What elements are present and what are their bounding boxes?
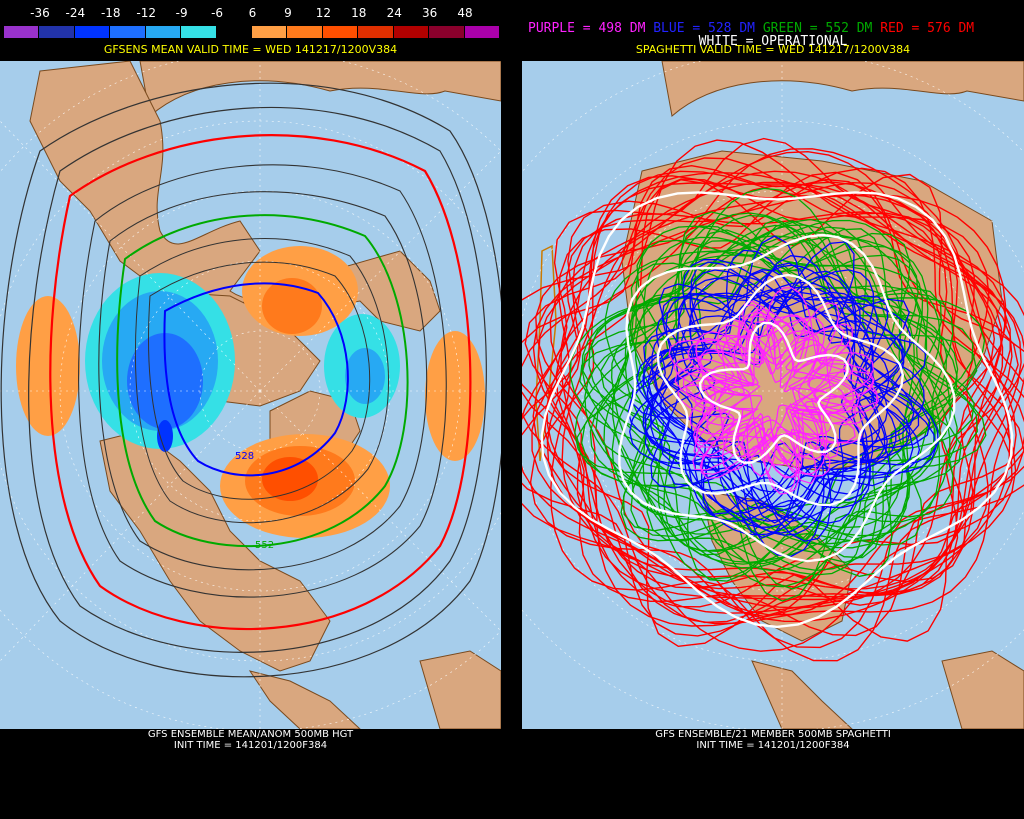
legend-value: 24 (386, 6, 402, 20)
legend-value: 36 (422, 6, 438, 20)
spaghetti-member-line (604, 219, 941, 535)
land-north-america (99, 430, 331, 672)
spaghetti-member-line (611, 225, 951, 559)
spaghetti-member-line (595, 232, 978, 553)
legend-blue: BLUE = 528 DM (653, 21, 755, 36)
operational-line (618, 233, 956, 563)
spaghetti-member-line (550, 171, 1017, 662)
spaghetti-member-line (574, 214, 959, 588)
operational-line (698, 321, 849, 465)
mean-valid-time: GFSENS MEAN VALID TIME = WED 141217/1200… (103, 43, 398, 56)
spaghetti-member-line (627, 277, 880, 515)
spaghetti-legend: PURPLE = 498 DM BLUE = 528 DM GREEN = 55… (528, 22, 974, 36)
spaghetti-member-line (529, 167, 1024, 649)
legend-swatch (4, 26, 39, 38)
spaghetti-contours (522, 137, 1024, 662)
spaghetti-member-line (560, 193, 1011, 614)
spaghetti-member-line (644, 281, 889, 508)
spaghetti-member-line (549, 150, 1024, 590)
legend-value: 6 (248, 6, 257, 20)
legend-swatch (216, 26, 251, 38)
spaghetti-member-line (687, 287, 880, 466)
legend-value: 9 (284, 6, 292, 20)
land-south-america (419, 650, 501, 729)
legend-value: -24 (65, 6, 86, 20)
legend-value: 48 (457, 6, 473, 20)
legend-value: -12 (136, 6, 156, 20)
spaghetti-member-line (531, 182, 1011, 598)
legend-swatch (39, 26, 74, 38)
spaghetti-valid-time: SPAGHETTI VALID TIME = WED 141217/1200V3… (635, 43, 911, 56)
legend-value: -6 (211, 6, 224, 20)
spaghetti-member-line (636, 291, 921, 536)
legend-swatch (110, 26, 145, 38)
legend-swatch (322, 26, 358, 38)
legend-swatch (287, 26, 322, 38)
spaghetti-member-line (532, 192, 1017, 627)
mean-footer-title: GFS ENSEMBLE MEAN/ANOM 500MB HGT (147, 729, 354, 740)
land-north-america-top (29, 61, 441, 332)
legend-swatch (464, 26, 499, 38)
legend-swatch (74, 26, 110, 38)
spaghetti-member-line (569, 187, 958, 565)
spaghetti-member-line (600, 229, 987, 577)
spaghetti-member-line (522, 157, 990, 624)
legend-swatch (252, 26, 287, 38)
legend-white: WHITE = OPERATIONAL (698, 34, 848, 49)
spaghetti-member-line (603, 224, 948, 572)
mean-anomaly-map: 528 552 (0, 61, 501, 729)
legend-value: -36 (30, 6, 50, 20)
contour-label-552: 552 (255, 540, 274, 551)
contour-label-528: 528 (235, 451, 254, 462)
spaghetti-member-line (693, 314, 855, 478)
spaghetti-member-line (650, 270, 875, 539)
land-eurasia-top (139, 61, 501, 117)
operational-line (656, 273, 905, 507)
legend-swatch (145, 26, 181, 38)
legend-purple: PURPLE = 498 DM (528, 21, 646, 36)
spaghetti-member-line (579, 250, 962, 576)
anomaly-color-legend: -36 -24 -18 -12 -9 -6 6 9 12 18 24 36 48 (4, 6, 500, 38)
spaghetti-footer: GFS ENSEMBLE/21 MEMBER 500MB SPAGHETTI I… (522, 729, 1024, 751)
spaghetti-panel: PURPLE = 498 DM BLUE = 528 DM GREEN = 55… (522, 0, 1024, 819)
spaghetti-member-line (522, 178, 1019, 637)
height-contours (0, 82, 501, 678)
land-masses (29, 61, 501, 729)
spaghetti-member-line (582, 211, 975, 564)
legend-swatch (393, 26, 429, 38)
spaghetti-footer-title: GFS ENSEMBLE/21 MEMBER 500MB SPAGHETTI (655, 729, 891, 740)
legend-swatch (358, 26, 393, 38)
legend-red: RED = 576 DM (880, 21, 975, 36)
legend-value: -18 (100, 6, 121, 20)
mean-footer-init: INIT TIME = 141201/1200F384 (173, 740, 328, 751)
legend-swatch (181, 26, 216, 38)
mean-anomaly-panel: -36 -24 -18 -12 -9 -6 6 9 12 18 24 36 48 GFSENS MEAN… (0, 0, 501, 819)
anomaly-fills (16, 246, 485, 538)
spaghetti-member-line (642, 289, 897, 528)
legend-value: 18 (351, 6, 367, 20)
spaghetti-member-line (589, 254, 936, 563)
spaghetti-footer-init: INIT TIME = 141201/1200F384 (696, 740, 850, 751)
spaghetti-member-line (646, 294, 889, 522)
operational-line (540, 191, 1014, 629)
spaghetti-member-line (581, 212, 986, 572)
legend-value: -9 (175, 6, 188, 20)
legend-value: 12 (315, 6, 331, 20)
land-central-america (248, 670, 361, 729)
spaghetti-map (522, 61, 1024, 729)
spaghetti-member-line (631, 220, 954, 590)
legend-green: GREEN = 552 DM (762, 21, 873, 36)
spaghetti-member-line (584, 240, 915, 580)
legend-swatch (429, 26, 464, 38)
spaghetti-member-line (576, 226, 978, 582)
spaghetti-member-line (522, 171, 1003, 609)
spaghetti-member-line (588, 224, 958, 569)
spaghetti-member-line (668, 315, 847, 439)
mean-footer: GFS ENSEMBLE MEAN/ANOM 500MB HGT INIT TI… (0, 729, 501, 751)
